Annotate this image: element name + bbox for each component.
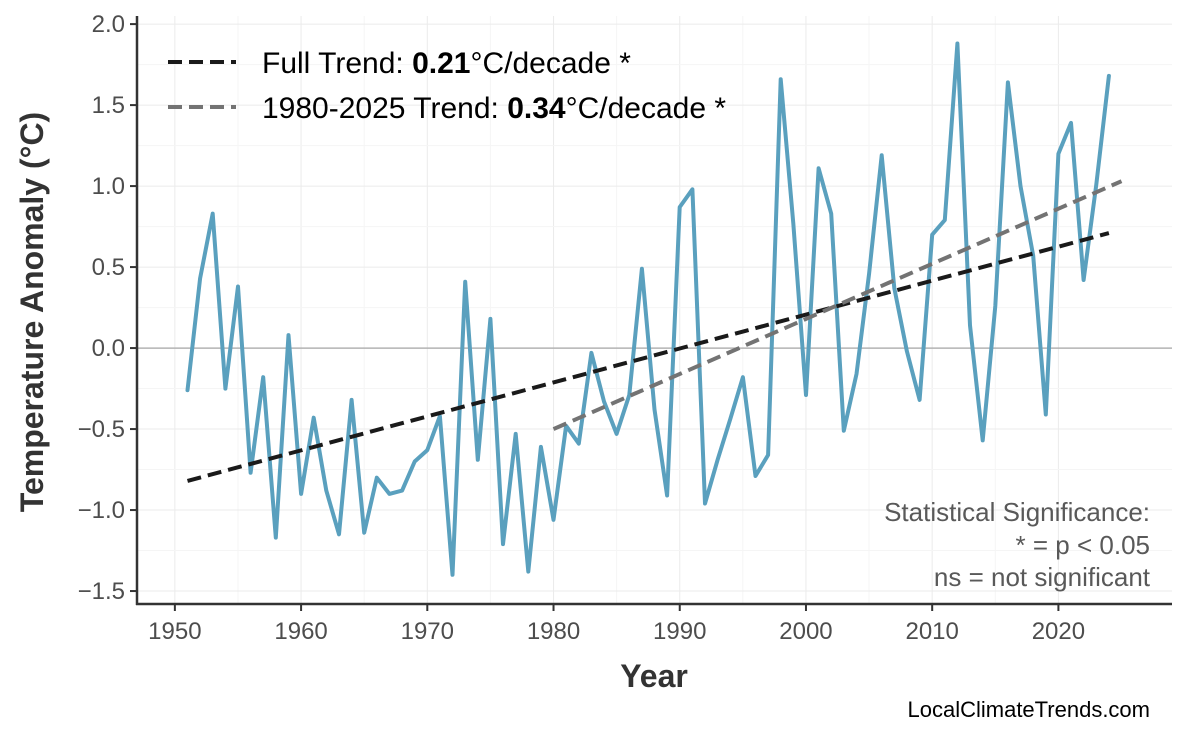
y-tick-label: 1.0: [92, 173, 125, 200]
legend-full-trend-label: Full Trend: 0.21°C/decade *: [262, 47, 631, 80]
x-tick-label: 1990: [653, 618, 706, 645]
x-tick-label: 1970: [401, 618, 454, 645]
significance-note: Statistical Significance: * = p < 0.05 n…: [884, 497, 1151, 592]
site-credit: LocalClimateTrends.com: [908, 697, 1151, 722]
y-tick-label: −1.0: [78, 497, 125, 524]
observed-anomaly-line: [185, 41, 1111, 577]
y-axis-title: Temperature Anomaly (°C): [14, 112, 50, 512]
recent-trend-line: [552, 179, 1123, 431]
y-tick-label: 2.0: [92, 11, 125, 38]
axes: [135, 16, 1172, 606]
x-axis-ticks: 1950 1960 1970 1980 1990 2000 2010 2020: [148, 604, 1085, 645]
significance-note-title: Statistical Significance:: [884, 497, 1150, 527]
y-tick-label: −1.5: [78, 578, 125, 605]
full-trend-line: [186, 231, 1110, 483]
x-tick-label: 2010: [905, 618, 958, 645]
legend-recent-trend-label: 1980-2025 Trend: 0.34°C/decade *: [262, 92, 726, 125]
x-tick-label: 1950: [148, 618, 201, 645]
x-tick-label: 1980: [527, 618, 580, 645]
y-tick-label: 0.0: [92, 335, 125, 362]
y-tick-label: 1.5: [92, 92, 125, 119]
x-tick-label: 1960: [274, 618, 327, 645]
x-axis-title: Year: [620, 658, 688, 694]
series-group: [185, 41, 1123, 577]
y-axis-ticks: −1.5 −1.0 −0.5 0.0 0.5 1.0 1.5 2.0: [78, 11, 137, 605]
x-tick-label: 2000: [779, 618, 832, 645]
y-tick-label: −0.5: [78, 416, 125, 443]
significance-note-ns: ns = not significant: [934, 562, 1151, 592]
x-tick-label: 2020: [1032, 618, 1085, 645]
y-tick-label: 0.5: [92, 254, 125, 281]
legend: Full Trend: 0.21°C/decade * 1980-2025 Tr…: [168, 47, 726, 125]
significance-note-star: * = p < 0.05: [1016, 530, 1150, 560]
